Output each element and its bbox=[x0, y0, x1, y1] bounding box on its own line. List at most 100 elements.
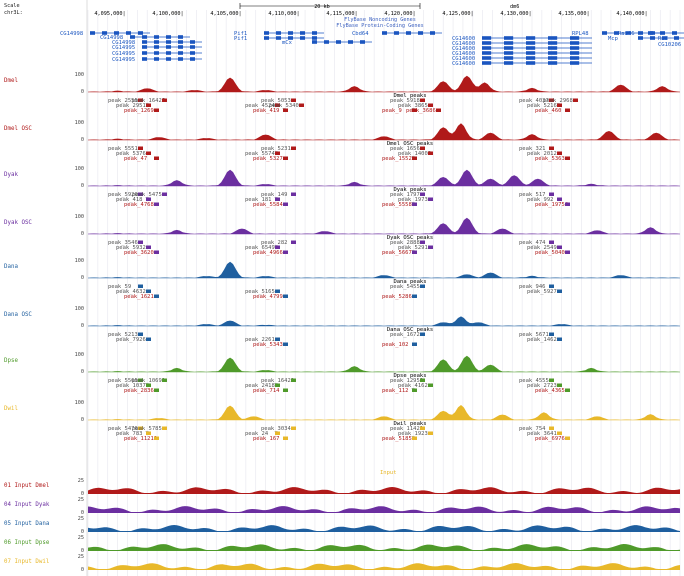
gene-exon[interactable] bbox=[626, 31, 631, 35]
peak-marker[interactable] bbox=[557, 383, 562, 388]
gene-exon[interactable] bbox=[166, 35, 171, 39]
gene-exon[interactable] bbox=[126, 31, 131, 35]
gene-exon[interactable] bbox=[482, 41, 492, 45]
gene-exon[interactable] bbox=[638, 36, 643, 40]
gene-label[interactable]: CG14995 bbox=[112, 57, 135, 63]
gene-exon[interactable] bbox=[482, 51, 492, 55]
peak-label[interactable]: peak_4768 bbox=[124, 202, 154, 208]
peak-marker[interactable] bbox=[146, 289, 151, 294]
peak-marker[interactable] bbox=[275, 431, 280, 436]
peak-marker[interactable] bbox=[549, 378, 554, 383]
peak-label[interactable]: peak_4037 bbox=[519, 98, 549, 104]
peak-marker[interactable] bbox=[412, 294, 417, 299]
gene-exon[interactable] bbox=[190, 57, 195, 61]
peak-label[interactable]: peak_5340 bbox=[269, 103, 299, 109]
input-profile[interactable] bbox=[88, 506, 680, 513]
gene-label[interactable]: Pif1 bbox=[234, 36, 247, 42]
peak-marker[interactable] bbox=[291, 240, 296, 245]
signal-profile[interactable] bbox=[88, 261, 680, 278]
peak-label[interactable]: peak_3546 bbox=[108, 240, 138, 246]
gene-exon[interactable] bbox=[138, 31, 143, 35]
peak-marker[interactable] bbox=[138, 332, 143, 337]
peak-marker[interactable] bbox=[291, 426, 296, 431]
peak-label[interactable]: peak_5165 bbox=[245, 289, 275, 295]
gene-exon[interactable] bbox=[548, 41, 558, 45]
input-profile[interactable] bbox=[88, 544, 680, 551]
peak-marker[interactable] bbox=[146, 103, 151, 108]
gene-exon[interactable] bbox=[264, 36, 269, 40]
track-name[interactable]: Dana OSC bbox=[4, 312, 32, 318]
gene-exon[interactable] bbox=[264, 31, 269, 35]
peak-label[interactable]: peak_10691 bbox=[132, 378, 165, 384]
peak-label[interactable]: peak_1672 bbox=[390, 332, 420, 338]
peak-marker[interactable] bbox=[420, 240, 425, 245]
gene-label[interactable]: Pif1 bbox=[234, 31, 247, 37]
gene-label[interactable]: CG14998 bbox=[60, 31, 83, 37]
input-track-name[interactable]: 06 Input Dpse bbox=[4, 540, 50, 546]
peak-label[interactable]: peak_5040 bbox=[535, 250, 565, 256]
input-track-name[interactable]: 04 Input Dyak bbox=[4, 502, 50, 508]
gene-exon[interactable] bbox=[142, 35, 147, 39]
peak-marker[interactable] bbox=[162, 426, 167, 431]
gene-label[interactable]: CG14600 bbox=[452, 56, 475, 62]
peak-marker[interactable] bbox=[573, 98, 578, 103]
gene-label[interactable]: CG14998 bbox=[112, 40, 135, 46]
peak-label[interactable]: peak_2888 bbox=[390, 240, 420, 246]
gene-exon[interactable] bbox=[674, 36, 679, 40]
gene-exon[interactable] bbox=[482, 46, 492, 50]
track-name[interactable]: Dpse bbox=[4, 358, 18, 364]
peak-label[interactable]: peak_714 bbox=[253, 388, 280, 394]
peak-marker[interactable] bbox=[275, 337, 280, 342]
gene-exon[interactable] bbox=[660, 31, 665, 35]
peak-marker[interactable] bbox=[275, 103, 280, 108]
peak-label[interactable]: peak_474 bbox=[519, 240, 546, 246]
peak-label[interactable]: peak_1797 bbox=[390, 192, 420, 198]
gene-exon[interactable] bbox=[300, 36, 305, 40]
peak-marker[interactable] bbox=[138, 378, 143, 383]
peak-marker[interactable] bbox=[549, 192, 554, 197]
gene-label[interactable]: CG14995 bbox=[112, 51, 135, 57]
peak-marker[interactable] bbox=[283, 250, 288, 255]
peak-label[interactable]: peak_5475 bbox=[132, 192, 162, 198]
gene-label[interactable]: Rab46 bbox=[618, 31, 635, 37]
gene-exon[interactable] bbox=[142, 45, 147, 49]
peak-label[interactable]: peak_1269 bbox=[124, 108, 154, 114]
peak-marker[interactable] bbox=[428, 103, 433, 108]
peak-label[interactable]: peak_5932 bbox=[116, 245, 146, 251]
gene-label[interactable]: Mcp bbox=[608, 36, 618, 42]
gene-exon[interactable] bbox=[336, 40, 341, 44]
gene-exon[interactable] bbox=[570, 56, 580, 60]
peak-marker[interactable] bbox=[549, 146, 554, 151]
peak-label[interactable]: peak_5574 bbox=[245, 151, 275, 157]
peak-label[interactable]: peak_11210 bbox=[124, 436, 157, 442]
gene-exon[interactable] bbox=[482, 61, 492, 65]
peak-label[interactable]: peak_3641 bbox=[527, 431, 557, 437]
peak-marker[interactable] bbox=[412, 156, 417, 161]
input-profile[interactable] bbox=[88, 525, 680, 532]
peak-label[interactable]: peak_5053 bbox=[261, 98, 291, 104]
gene-exon[interactable] bbox=[154, 40, 159, 44]
gene-label[interactable]: CG14600 bbox=[452, 46, 475, 52]
gene-label[interactable]: CG10206 bbox=[658, 42, 681, 48]
peak-marker[interactable] bbox=[154, 156, 159, 161]
track-name[interactable]: Dmel bbox=[4, 78, 18, 84]
peak-marker[interactable] bbox=[162, 192, 167, 197]
peak-marker[interactable] bbox=[557, 245, 562, 250]
peak-marker[interactable] bbox=[549, 332, 554, 337]
peak-label[interactable]: peak_5918 bbox=[390, 98, 420, 104]
gene-exon[interactable] bbox=[526, 41, 536, 45]
gene-exon[interactable] bbox=[504, 56, 514, 60]
peak-label[interactable]: peak_3865 bbox=[398, 103, 428, 109]
peak-marker[interactable] bbox=[275, 289, 280, 294]
gene-exon[interactable] bbox=[348, 40, 353, 44]
gene-exon[interactable] bbox=[312, 40, 317, 44]
track-name[interactable]: Dana bbox=[4, 264, 18, 270]
peak-label[interactable]: peak_754 bbox=[519, 426, 546, 432]
gene-exon[interactable] bbox=[142, 57, 147, 61]
peak-marker[interactable] bbox=[138, 98, 143, 103]
peak-label[interactable]: peak_4632 bbox=[116, 289, 146, 295]
peak-label[interactable]: peak_2555 bbox=[108, 98, 138, 104]
gene-exon[interactable] bbox=[190, 51, 195, 55]
peak-label[interactable]: peak_6976 bbox=[535, 436, 565, 442]
track-name[interactable]: Dyak bbox=[4, 172, 18, 178]
